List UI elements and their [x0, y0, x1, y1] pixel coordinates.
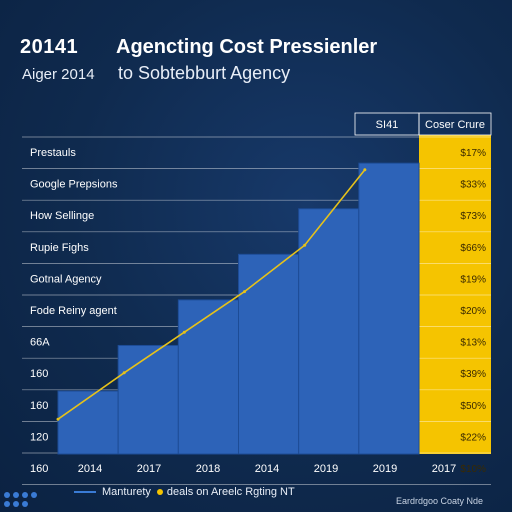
bar: [177, 299, 239, 455]
header-year: 20141: [20, 36, 79, 58]
subtitle-left: Aiger 2014: [22, 66, 95, 83]
x-tick-label: 2019: [314, 463, 338, 475]
right-value: $22%: [460, 432, 486, 443]
legend-line-swatch: [74, 491, 96, 493]
row-label: 160: [30, 463, 48, 475]
row-labels: Prestauls Google Prepsions How Sellinge Rup…: [30, 147, 118, 475]
bar: [57, 390, 119, 455]
right-value: $33%: [460, 180, 486, 191]
row-label: How Sellinge: [30, 210, 94, 222]
chart-header: 20141 Agencting Cost Pressienler Aiger 2…: [0, 0, 512, 100]
right-value: $50%: [460, 401, 486, 412]
chart-subtitle: to Sobtebburt Agency: [118, 63, 291, 83]
trend-point: [303, 243, 307, 247]
dots-logo-icon: [4, 492, 44, 508]
trend-point: [56, 417, 60, 421]
bar: [238, 253, 300, 455]
x-tick-label: 2014: [78, 463, 102, 475]
x-tick-label: 2017: [432, 463, 456, 475]
row-label: 120: [30, 431, 48, 443]
highlight-column: [419, 135, 491, 454]
header-right-cell: [418, 112, 492, 136]
row-label: Gotnal Agency: [30, 273, 102, 285]
x-tick-label: 2014: [255, 463, 279, 475]
bar: [358, 162, 420, 455]
header-right-label: Coser Crure: [425, 119, 485, 131]
right-value: $39%: [460, 369, 486, 380]
trend-point: [182, 330, 186, 334]
footer-credit: Eardrdgoo Coaty Nde: [396, 496, 484, 506]
right-value: $19%: [460, 274, 486, 285]
highlight-column-fill: [419, 135, 491, 454]
right-value: $13%: [460, 338, 486, 349]
bar: [298, 208, 360, 455]
trend-point: [363, 168, 367, 172]
header-mid-label: SI41: [376, 119, 399, 131]
row-label: Prestauls: [30, 147, 76, 159]
legend-line-label: Manturety: [102, 486, 151, 498]
legend-dot-swatch: [156, 489, 163, 495]
column-headers: SI41 Coser Crure: [354, 112, 492, 136]
row-label: Fode Reiny agent: [30, 305, 117, 317]
bar: [117, 344, 179, 455]
right-value: $20%: [460, 306, 486, 317]
trend-point: [122, 371, 126, 375]
right-value: $66%: [460, 243, 486, 254]
x-tick-label: 2018: [196, 463, 220, 475]
right-value: $73%: [460, 211, 486, 222]
right-values: $17% $33% $73% $66% $19% $20% $13% $39% $50% $22%…: [460, 148, 486, 475]
legend-dot-label: deals on Areelc Rgting NT: [166, 486, 295, 498]
row-label: 66A: [30, 337, 50, 349]
row-label: 160: [30, 400, 48, 412]
right-value: $10%: [460, 464, 486, 475]
chart-legend: Manturety deals on Areelc Rgting NT: [74, 486, 295, 498]
row-label: 160: [30, 368, 48, 380]
trend-line-path: [57, 169, 366, 420]
x-tick-label: 2017: [137, 463, 161, 475]
trend-line: [56, 168, 367, 421]
right-value: $17%: [460, 148, 486, 159]
row-label: Google Prepsions: [30, 179, 118, 191]
x-tick-labels: 2014 2017 2018 2014 2019 2019 2017: [78, 463, 456, 475]
x-tick-label: 2019: [373, 463, 397, 475]
chart-title: Agencting Cost Pressienler: [116, 36, 378, 58]
trend-point: [243, 290, 247, 294]
row-label: Rupie Fighs: [30, 242, 89, 254]
